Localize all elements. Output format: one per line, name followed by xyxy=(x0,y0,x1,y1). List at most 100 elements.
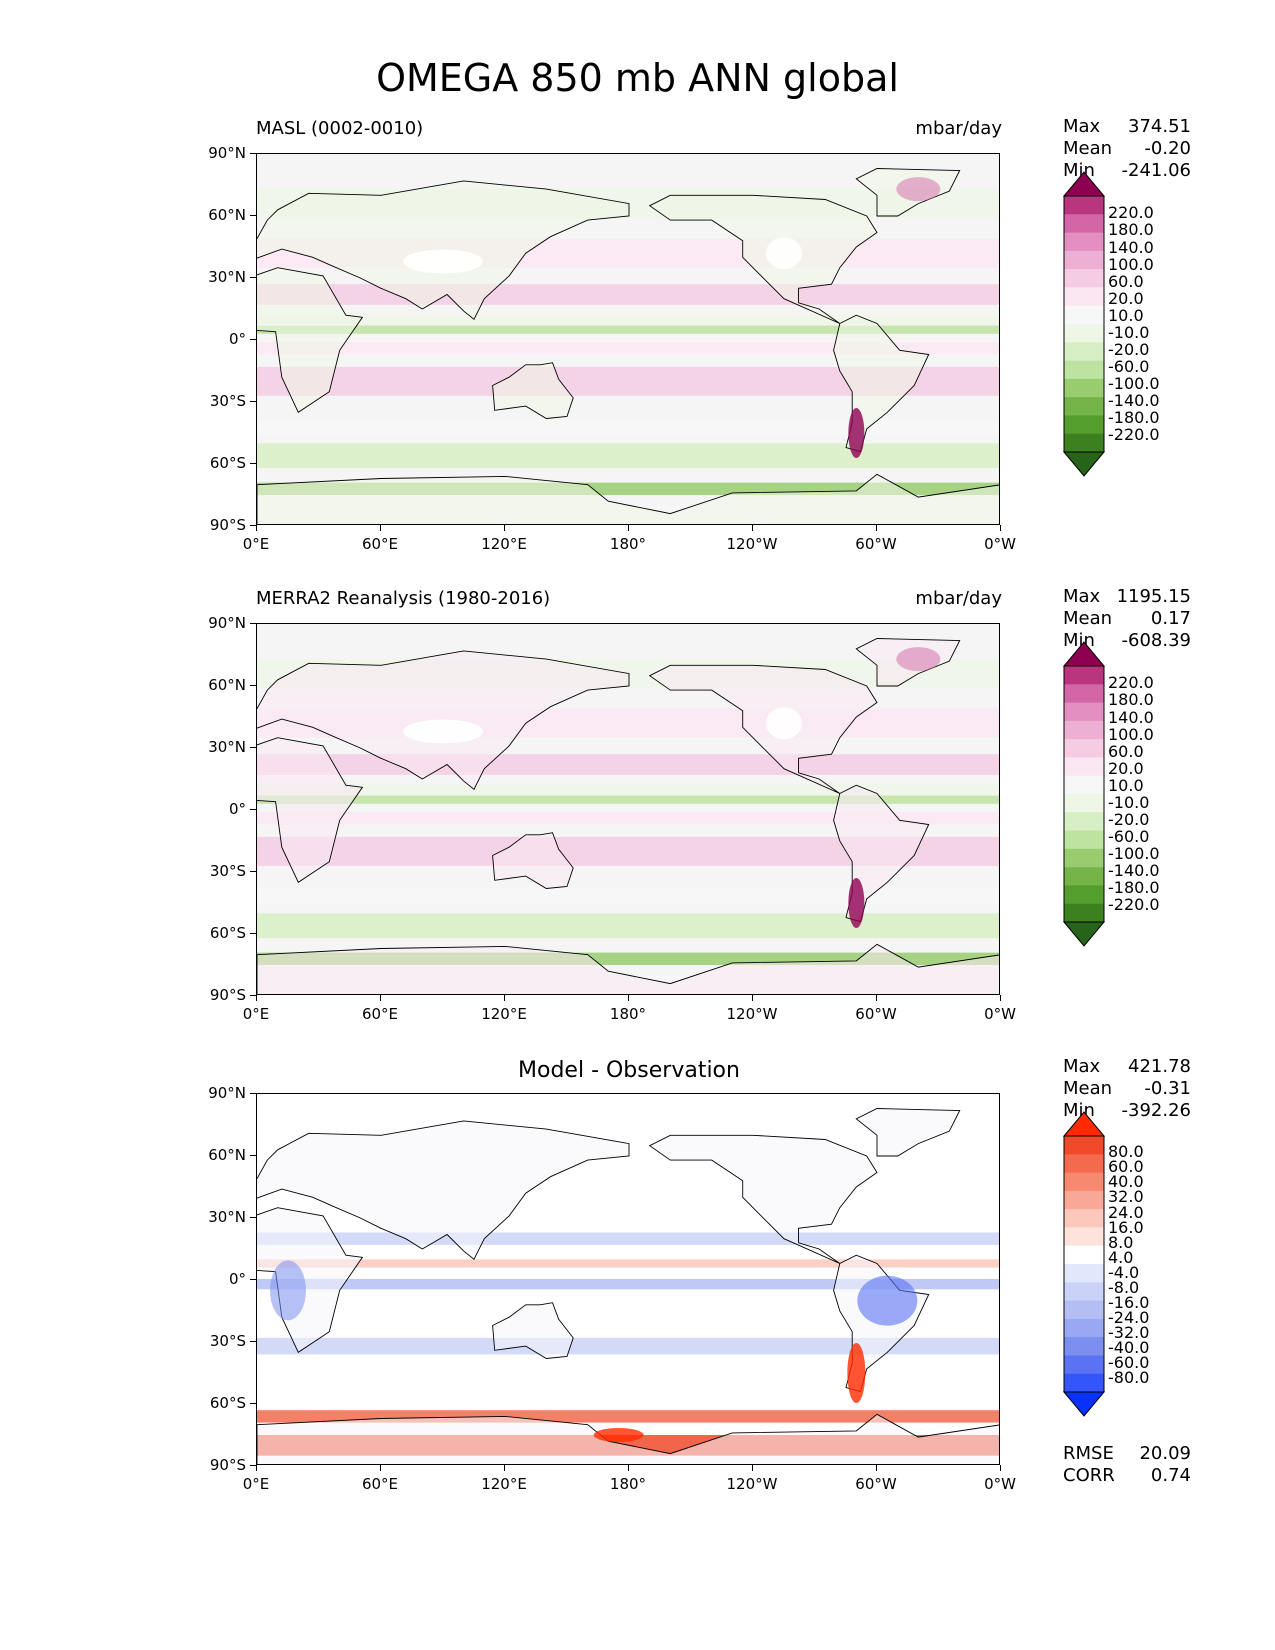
y-tick xyxy=(250,215,256,216)
colorbar-tick-label: -100.0 xyxy=(1108,844,1160,864)
colorbar-segment xyxy=(1064,1190,1104,1210)
colorbar-tick-label: 16.0 xyxy=(1108,1217,1144,1237)
colorbar-tick-label: -80.0 xyxy=(1108,1368,1150,1388)
max-label: Max xyxy=(1063,116,1101,137)
x-tick xyxy=(752,1465,753,1471)
colorbar-extend-top xyxy=(1062,171,1106,197)
colorbar-tick-label: 10.0 xyxy=(1108,305,1144,325)
mean-label: Mean xyxy=(1063,1078,1113,1099)
field-band xyxy=(257,1337,999,1355)
y-tick xyxy=(250,339,256,340)
y-tick xyxy=(250,809,256,810)
colorbar-tick-label: 20.0 xyxy=(1108,288,1144,308)
colorbar-segment xyxy=(1064,1264,1104,1283)
map-canvas xyxy=(257,1094,999,1464)
y-tick-label: 0° xyxy=(228,330,246,348)
max-label: Max xyxy=(1063,1056,1101,1077)
x-tick xyxy=(628,1465,629,1471)
x-tick xyxy=(876,995,877,1001)
y-tick-label: 60°S xyxy=(209,1394,246,1412)
stats-diff: Max 421.78 Mean -0.31 Min -392.26 xyxy=(1063,1056,1191,1122)
y-tick xyxy=(250,933,256,934)
y-tick xyxy=(250,463,256,464)
colorbar-extend-bottom xyxy=(1062,1391,1106,1417)
y-tick-label: 60°N xyxy=(208,206,246,224)
coastline xyxy=(257,1413,999,1464)
colorbar-segment xyxy=(1064,885,1104,905)
colorbar-tick-label: 100.0 xyxy=(1108,724,1154,744)
colorbar-extend-bottom xyxy=(1062,921,1106,947)
y-tick-label: 30°N xyxy=(208,738,246,756)
units-label: mbar/day xyxy=(915,118,1002,139)
x-tick-label: 0°E xyxy=(242,1005,270,1023)
colorbar-segment xyxy=(1064,360,1104,380)
x-tick xyxy=(504,1465,505,1471)
colorbar-tick-label: 4.0 xyxy=(1108,1247,1134,1267)
colorbar-tick-label: -180.0 xyxy=(1108,408,1160,428)
coastline xyxy=(492,1302,574,1359)
rmse-label: RMSE xyxy=(1063,1443,1114,1464)
y-tick-label: 60°S xyxy=(209,924,246,942)
x-tick-label: 120°E xyxy=(481,1475,527,1493)
y-tick xyxy=(250,1093,256,1094)
colorbar xyxy=(1062,171,1106,477)
mean-label: Mean xyxy=(1063,138,1113,159)
x-tick-label: 60°W xyxy=(855,535,897,553)
x-tick-label: 60°E xyxy=(361,1475,399,1493)
colorbar-segment xyxy=(1064,196,1104,215)
colorbar-tick-label: -180.0 xyxy=(1108,878,1160,898)
corr-value: 0.74 xyxy=(1150,1465,1191,1486)
y-tick-label: 30°N xyxy=(208,268,246,286)
colorbar-segment xyxy=(1064,684,1104,704)
x-tick-label: 180° xyxy=(609,1475,647,1493)
y-tick-label: 90°S xyxy=(209,986,246,1004)
field-band xyxy=(257,342,999,355)
colorbar-tick-label: 140.0 xyxy=(1108,707,1154,727)
colorbar-tick-label: 32.0 xyxy=(1108,1187,1144,1207)
colorbar-segment xyxy=(1064,305,1104,325)
x-tick-label: 60°W xyxy=(855,1005,897,1023)
x-tick xyxy=(256,525,257,531)
field-band xyxy=(257,314,999,325)
y-tick xyxy=(250,277,256,278)
mean-value: -0.31 xyxy=(1144,1078,1191,1099)
y-tick xyxy=(250,153,256,154)
colorbar-tick-label: -60.0 xyxy=(1108,826,1150,846)
colorbar-segment xyxy=(1064,324,1104,343)
colorbar-tick-label: 100.0 xyxy=(1108,254,1154,274)
x-tick-label: 0°W xyxy=(984,1475,1016,1493)
colorbar-tick-label: -60.0 xyxy=(1108,1353,1150,1373)
x-tick-label: 0°W xyxy=(984,535,1016,553)
x-tick xyxy=(628,995,629,1001)
mean-value: -0.20 xyxy=(1144,138,1191,159)
field-band xyxy=(257,784,999,795)
field-band xyxy=(257,443,999,469)
field-patch xyxy=(848,878,865,928)
colorbar-tick-label: -10.0 xyxy=(1108,792,1150,812)
coastline xyxy=(257,943,999,994)
y-tick xyxy=(250,623,256,624)
field-patch xyxy=(896,647,941,672)
x-tick-label: 180° xyxy=(609,1005,647,1023)
colorbar-tick-label: 60.0 xyxy=(1108,741,1144,761)
colorbar-tick-label: 40.0 xyxy=(1108,1172,1144,1192)
x-tick xyxy=(380,525,381,531)
field-patch xyxy=(848,408,865,458)
map-canvas xyxy=(257,624,999,994)
mean-value: 0.17 xyxy=(1150,608,1191,629)
field-band xyxy=(257,795,999,804)
panel-left-title: MASL (0002-0010) xyxy=(256,118,424,139)
page-title: OMEGA 850 mb ANN global xyxy=(376,56,899,100)
y-tick xyxy=(250,1341,256,1342)
colorbar-segment xyxy=(1064,1136,1104,1155)
min-value: -241.06 xyxy=(1121,160,1191,181)
colorbar-segment xyxy=(1064,415,1104,435)
field-band xyxy=(257,1259,999,1268)
x-tick xyxy=(504,525,505,531)
field-band xyxy=(257,913,999,939)
field-patch xyxy=(896,177,941,202)
colorbar-segment xyxy=(1064,232,1104,252)
stats-obs: Max 1195.15 Mean 0.17 Min -608.39 xyxy=(1063,586,1191,652)
colorbar-segment xyxy=(1064,848,1104,868)
x-tick xyxy=(256,995,257,1001)
